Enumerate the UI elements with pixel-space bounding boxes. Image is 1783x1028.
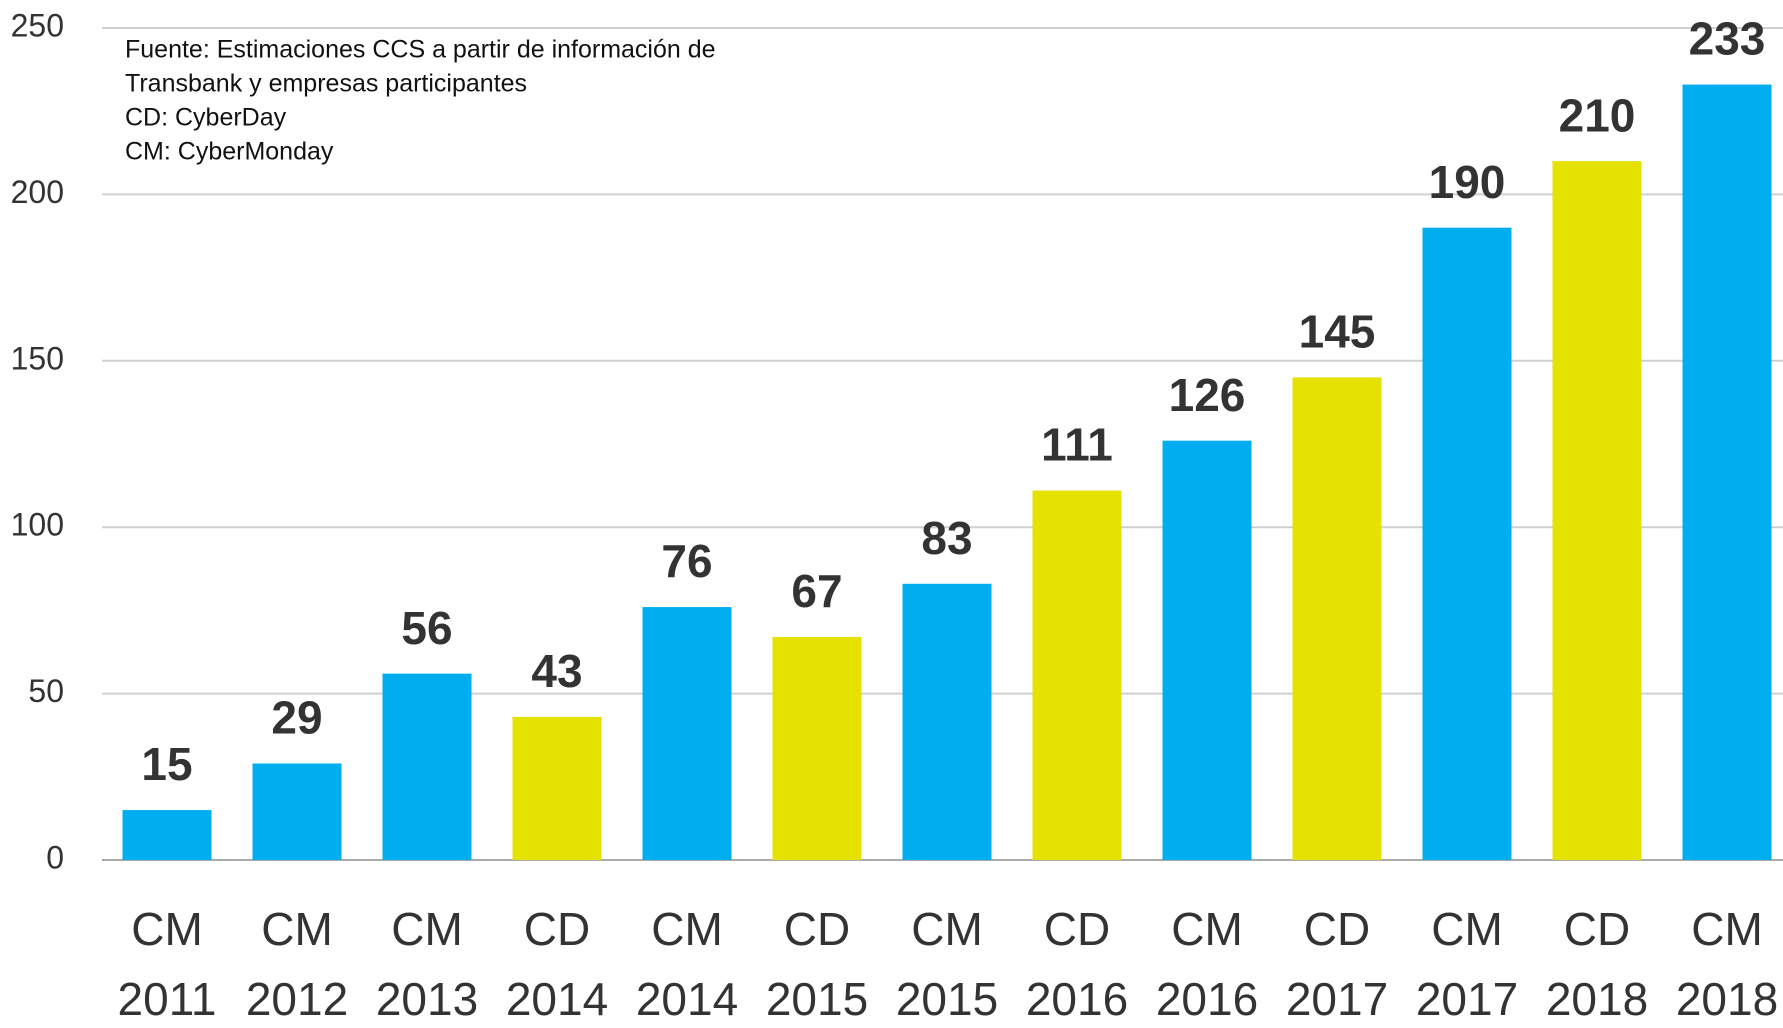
y-tick-label: 250 (11, 7, 64, 43)
value-label: 43 (531, 645, 582, 697)
x-tick-label: CM (261, 903, 333, 955)
x-tick-label: 2014 (506, 973, 608, 1025)
value-label: 56 (401, 602, 452, 654)
value-label: 190 (1429, 156, 1506, 208)
y-tick-label: 0 (46, 839, 64, 875)
value-label: 126 (1169, 369, 1246, 421)
value-label: 76 (661, 535, 712, 587)
x-tick-label: 2016 (1026, 973, 1128, 1025)
annotation: Transbank y empresas participantes (125, 70, 527, 98)
bar (1032, 490, 1122, 860)
bar (1552, 161, 1642, 860)
annotation: CM: CyberMonday (125, 138, 334, 166)
bar (902, 583, 992, 860)
annotation: Fuente: Estimaciones CCS a partir de inf… (125, 36, 716, 64)
bar (1162, 440, 1252, 860)
x-tick-label: CM (1171, 903, 1243, 955)
x-tick-label: CM (1431, 903, 1503, 955)
value-label: 233 (1689, 13, 1766, 65)
annotation: CD: CyberDay (125, 104, 287, 132)
value-label: 145 (1299, 306, 1376, 358)
x-tick-label: 2015 (896, 973, 998, 1025)
y-tick-label: 150 (11, 340, 64, 376)
value-label: 83 (921, 512, 972, 564)
bar (1682, 84, 1772, 861)
value-label: 67 (791, 565, 842, 617)
y-tick-label: 50 (28, 673, 64, 709)
value-label: 15 (141, 738, 192, 790)
bar (772, 637, 862, 860)
x-tick-label: 2011 (118, 973, 217, 1025)
y-tick-label: 100 (11, 507, 64, 543)
x-tick-label: CM (911, 903, 983, 955)
bar (642, 607, 732, 860)
x-tick-label: CD (1304, 903, 1370, 955)
x-tick-label: 2017 (1416, 973, 1518, 1025)
bar (382, 673, 472, 860)
x-tick-label: CD (784, 903, 850, 955)
value-label: 29 (271, 692, 322, 744)
value-label: 210 (1559, 89, 1636, 141)
bar (1292, 377, 1382, 860)
x-tick-label: CM (131, 903, 203, 955)
value-label: 111 (1041, 419, 1113, 471)
x-tick-label: 2018 (1676, 973, 1778, 1025)
x-tick-label: 2015 (766, 973, 868, 1025)
x-tick-label: 2017 (1286, 973, 1388, 1025)
bar (512, 716, 602, 860)
x-tick-label: 2014 (636, 973, 738, 1025)
x-tick-label: 2012 (246, 973, 348, 1025)
x-tick-label: CM (651, 903, 723, 955)
x-tick-label: CM (391, 903, 463, 955)
x-tick-label: CD (524, 903, 590, 955)
x-tick-label: CD (1564, 903, 1630, 955)
bar (252, 763, 342, 860)
y-tick-label: 200 (11, 174, 64, 210)
x-tick-label: 2016 (1156, 973, 1258, 1025)
x-tick-label: CD (1044, 903, 1110, 955)
x-tick-label: CM (1691, 903, 1763, 955)
x-tick-label: 2013 (376, 973, 478, 1025)
x-tick-label: 2018 (1546, 973, 1648, 1025)
bar (122, 810, 212, 860)
bar (1422, 227, 1512, 860)
